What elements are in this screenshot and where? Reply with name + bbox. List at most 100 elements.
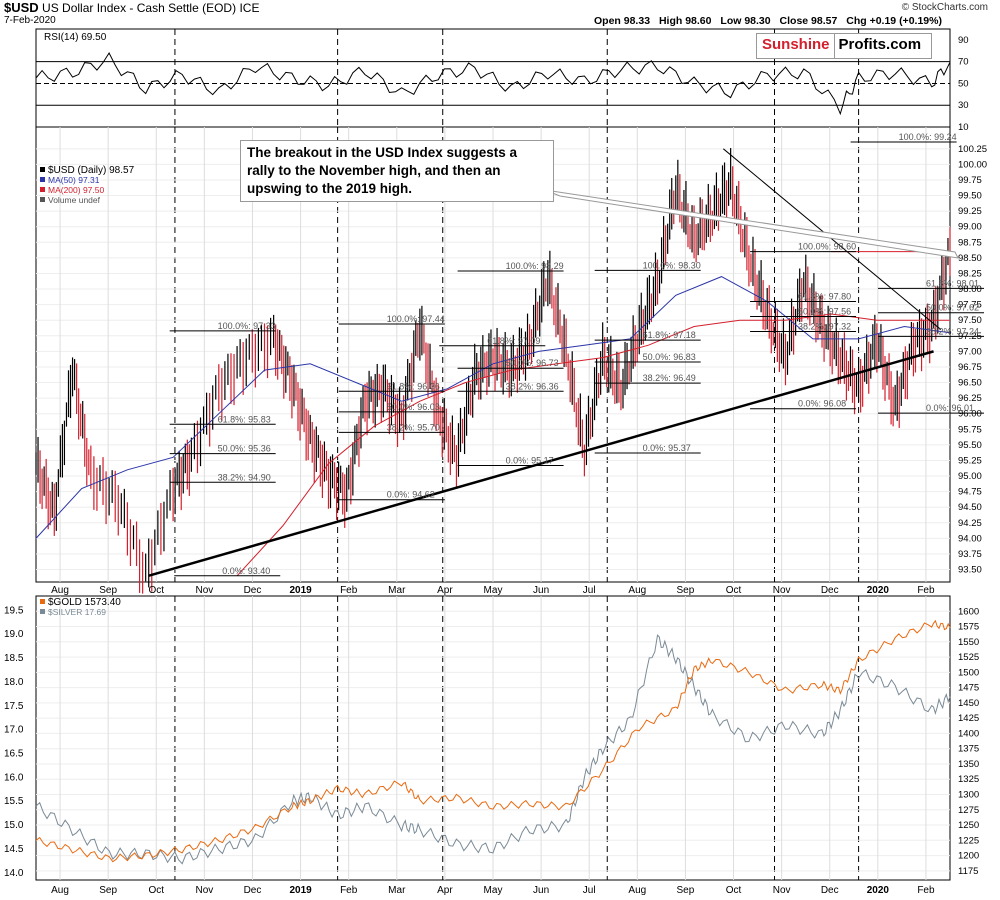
sunshine-profits-logo: Sunshine Profits.com — [756, 33, 932, 59]
usd-y-tick: 95.75 — [958, 424, 982, 435]
x-tick-label: Sep — [99, 585, 117, 596]
copyright: © StockCharts.com — [901, 2, 988, 13]
metals-right-tick: 1475 — [958, 683, 979, 694]
silver-legend-entry: $SILVER 17.69 — [48, 607, 106, 617]
fib-level-label: 61.8%: 98.01 — [926, 278, 979, 288]
usd-y-tick: 94.50 — [958, 502, 982, 513]
metals-left-tick: 16.5 — [4, 749, 24, 760]
fib-level-label: 100.0%: 98.30 — [643, 260, 701, 270]
usd-legend-swatch — [40, 197, 45, 202]
metals-right-tick: 1300 — [958, 789, 979, 800]
rsi-title: RSI(14) 69.50 — [44, 32, 107, 43]
metals-left-tick: 15.5 — [4, 796, 24, 807]
metals-left-tick: 18.5 — [4, 653, 24, 664]
x-tick-label: 2019 — [289, 885, 312, 896]
change-value: Chg +0.19 (+0.19%) — [846, 15, 942, 27]
usd-y-tick: 99.75 — [958, 175, 982, 186]
silver-line — [35, 634, 951, 865]
annotation-callout: The breakout in the USD Index suggests a… — [240, 140, 554, 202]
usd-legend-entry: MA(200) 97.50 — [48, 185, 104, 195]
usd-y-tick: 97.25 — [958, 331, 982, 342]
usd-y-tick: 93.50 — [958, 565, 982, 576]
fib-level-label: 38.2%: 97.32 — [798, 321, 851, 331]
low-value: Low 98.30 — [720, 15, 771, 27]
fib-level-label: 38.2%: 94.90 — [218, 472, 271, 482]
exchange: ICE — [239, 1, 260, 15]
x-tick-label: Feb — [917, 885, 935, 896]
chart-title: $USD US Dollar Index - Cash Settle (EOD)… — [4, 0, 259, 15]
metals-right-tick: 1375 — [958, 744, 979, 755]
x-tick-label: Sep — [677, 885, 695, 896]
x-tick-label: Dec — [821, 885, 839, 896]
ohlc-readout: Open 98.33 High 98.60 Low 98.30 Close 98… — [594, 15, 948, 27]
fib-level-label: 61.8%: 96.36 — [387, 381, 440, 391]
usd-y-tick: 98.50 — [958, 253, 982, 264]
metals-left-tick: 19.5 — [4, 605, 24, 616]
x-tick-label: Oct — [726, 885, 742, 896]
x-tick-label: Dec — [244, 885, 262, 896]
metals-right-tick: 1225 — [958, 835, 979, 846]
fib-level-label: 61.8%: 97.09 — [487, 336, 540, 346]
x-tick-label: 2020 — [867, 585, 890, 596]
rsi-y-tick: 90 — [958, 35, 969, 46]
fib-level-label: 50.0%: 97.56 — [798, 306, 851, 316]
x-tick-label: Feb — [917, 585, 935, 596]
metals-left-tick: 17.0 — [4, 725, 24, 736]
metals-right-tick: 1525 — [958, 652, 979, 663]
usd-y-tick: 94.75 — [958, 487, 982, 498]
metals-right-tick: 1450 — [958, 698, 979, 709]
x-tick-label: Dec — [821, 585, 839, 596]
fib-level-label: 0.0%: 95.37 — [643, 443, 691, 453]
chart-date: 7-Feb-2020 — [4, 15, 56, 26]
metals-left-tick: 19.0 — [4, 629, 24, 640]
usd-y-tick: 95.50 — [958, 440, 982, 451]
x-tick-label: Jul — [583, 585, 596, 596]
usd-legend-swatch — [40, 167, 45, 172]
chart-marks — [35, 51, 985, 865]
usd-y-tick: 97.00 — [958, 346, 982, 357]
fib-level-label: 100.0%: 97.33 — [218, 321, 276, 331]
metals-right-tick: 1550 — [958, 637, 979, 648]
fib-level-label: 100.0%: 98.29 — [506, 261, 564, 271]
metals-left-tick: 14.0 — [4, 868, 24, 879]
fib-level-label: 61.8%: 95.83 — [218, 414, 271, 424]
metals-right-tick: 1425 — [958, 713, 979, 724]
fib-level-label: 0.0%: 96.01 — [926, 403, 974, 413]
usd-y-tick: 96.75 — [958, 362, 982, 373]
fib-level-label: 61.8%: 97.80 — [798, 292, 851, 302]
x-tick-label: Mar — [388, 585, 406, 596]
x-tick-label: Sep — [677, 585, 695, 596]
metals-left-tick: 14.5 — [4, 844, 24, 855]
callout-pointer — [544, 189, 959, 259]
usd-legend-entry: MA(50) 97.31 — [48, 175, 100, 185]
x-tick-label: Oct — [148, 585, 164, 596]
fib-level-label: 0.0%: 93.40 — [222, 566, 270, 576]
rsi-y-tick: 70 — [958, 57, 969, 68]
logo-part2: Profits.com — [833, 34, 926, 58]
x-tick-label: Aug — [628, 885, 646, 896]
metals-right-tick: 1600 — [958, 606, 979, 617]
usd-y-tick: 95.00 — [958, 471, 982, 482]
fib-level-label: 50.0%: 96.73 — [506, 358, 559, 368]
rsi-y-tick: 10 — [958, 122, 969, 133]
x-tick-label: Jun — [533, 885, 549, 896]
metals-right-tick: 1500 — [958, 667, 979, 678]
fib-level-label: 38.2%: 96.36 — [506, 381, 559, 391]
metals-right-tick: 1400 — [958, 728, 979, 739]
open-value: Open 98.33 — [594, 15, 651, 27]
x-tick-label: Dec — [244, 585, 262, 596]
x-tick-label: Aug — [51, 585, 69, 596]
symbol: $USD — [4, 0, 39, 15]
usd-y-tick: 100.00 — [958, 159, 987, 170]
usd-y-tick: 96.25 — [958, 393, 982, 404]
usd-y-tick: 96.50 — [958, 378, 982, 389]
rsi-y-tick: 50 — [958, 78, 969, 89]
chart-labels: 90 70 50 30 10 RSI(14) 69.50 100.25 100.00 99.75… — [4, 32, 987, 896]
silver-legend-swatch — [40, 609, 45, 614]
x-tick-label: 2020 — [867, 885, 890, 896]
x-tick-label: Jul — [583, 885, 596, 896]
x-tick-label: Apr — [437, 585, 453, 596]
metals-left-tick: 17.5 — [4, 701, 24, 712]
fib-level-label: 50.0%: 96.03 — [387, 402, 440, 412]
